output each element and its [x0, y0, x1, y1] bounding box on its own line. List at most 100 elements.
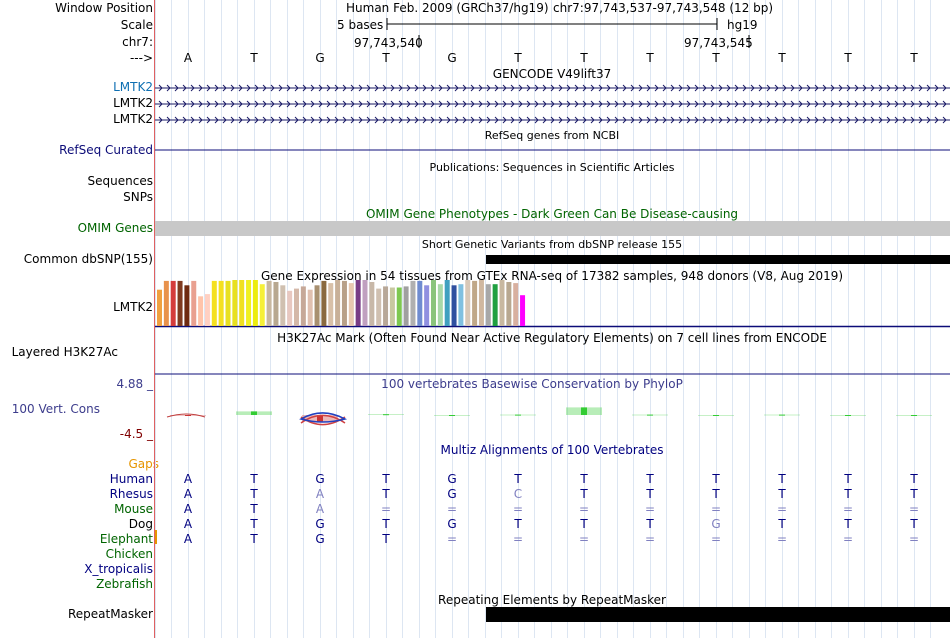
strand-arrow: [518, 100, 523, 108]
strand-arrow: [550, 116, 555, 124]
aligned-base: A: [183, 472, 193, 486]
grid-line: [204, 0, 205, 638]
species-label-rhesus[interactable]: Rhesus: [109, 487, 153, 501]
strand-arrow: [422, 100, 427, 108]
strand-arrow: [182, 84, 187, 92]
strand-arrow: [198, 84, 203, 92]
gtex-bar: [321, 280, 327, 326]
aligned-base: T: [514, 472, 522, 486]
strand-arrow: [438, 116, 443, 124]
repeatmasker-bar[interactable]: [486, 607, 950, 622]
gtex-bar: [328, 283, 334, 326]
phylop-chart[interactable]: [155, 395, 950, 435]
strand-arrow: [654, 116, 659, 124]
species-label-chicken[interactable]: Chicken: [105, 547, 153, 561]
strand-arrow-label: --->: [129, 51, 153, 65]
phylop-score-peak: [185, 415, 191, 416]
strand-arrow: [838, 84, 843, 92]
strand-arrow: [190, 116, 195, 124]
gtex-chart[interactable]: [155, 280, 950, 328]
h3k27ac-label[interactable]: Layered H3K27Ac: [11, 345, 118, 359]
strand-arrow: [478, 116, 483, 124]
gtex-bar: [431, 280, 436, 326]
strand-arrow: [214, 116, 219, 124]
grid-line: [782, 0, 783, 638]
omim-bar[interactable]: [155, 221, 950, 236]
omim-label[interactable]: OMIM Genes: [77, 221, 153, 235]
strand-arrow: [886, 116, 891, 124]
aligned-base: =: [908, 502, 920, 516]
strand-arrow: [254, 100, 259, 108]
strand-arrow: [470, 116, 475, 124]
strand-arrow: [758, 84, 763, 92]
species-label-elephant[interactable]: Elephant: [99, 532, 153, 546]
strand-arrow: [670, 100, 675, 108]
h3k27ac-title: H3K27Ac Mark (Often Found Near Active Re…: [277, 331, 827, 345]
multiz-title: Multiz Alignments of 100 Vertebrates: [440, 443, 664, 457]
strand-arrow: [878, 100, 883, 108]
refseq-track[interactable]: [155, 140, 950, 160]
strand-arrow: [326, 116, 331, 124]
strand-arrow: [830, 116, 835, 124]
strand-arrow: [646, 100, 651, 108]
strand-arrow: [646, 116, 651, 124]
strand-arrow: [622, 84, 627, 92]
aligned-base: T: [910, 517, 918, 531]
h3k27ac-track[interactable]: [155, 370, 950, 376]
strand-arrow: [518, 116, 523, 124]
gencode-label-3[interactable]: LMTK2: [113, 112, 153, 126]
refseq-label[interactable]: RefSeq Curated: [59, 143, 153, 157]
aligned-base: =: [908, 532, 920, 546]
aligned-base: T: [712, 487, 720, 501]
sequences-label[interactable]: Sequences: [87, 174, 153, 188]
strand-arrow: [686, 116, 691, 124]
strand-arrow: [862, 84, 867, 92]
strand-arrow: [230, 100, 235, 108]
gtex-bar: [437, 284, 443, 326]
strand-arrow: [526, 116, 531, 124]
gtex-bar: [314, 285, 320, 326]
species-label-mouse[interactable]: Mouse: [114, 502, 153, 516]
cons-label[interactable]: 100 Vert. Cons: [11, 402, 100, 416]
strand-arrow: [654, 84, 659, 92]
gencode-tracks[interactable]: [155, 80, 950, 128]
phylop-score-peak: [713, 415, 719, 416]
aligned-base: =: [578, 502, 590, 516]
aligned-base: =: [710, 502, 722, 516]
phylop-left-curve: [166, 413, 206, 418]
dbsnp-label[interactable]: Common dbSNP(155): [23, 252, 153, 266]
species-label-dog[interactable]: Dog: [128, 517, 153, 531]
gencode-title: GENCODE V49lift37: [492, 67, 612, 81]
snps-label[interactable]: SNPs: [123, 190, 153, 204]
strand-arrow: [166, 84, 171, 92]
gtex-bar: [451, 285, 457, 326]
strand-arrow: [718, 100, 723, 108]
aligned-base: T: [580, 517, 588, 531]
gtex-bar: [513, 283, 519, 326]
grid-line: [765, 0, 766, 638]
gtex-bar: [389, 287, 395, 326]
strand-arrow: [462, 116, 467, 124]
species-label-zebrafish[interactable]: Zebrafish: [96, 577, 153, 591]
strand-arrow: [270, 116, 275, 124]
strand-arrow: [174, 100, 179, 108]
strand-arrow: [790, 100, 795, 108]
species-label-x_tropicalis[interactable]: X_tropicalis: [84, 562, 153, 576]
gencode-label-2[interactable]: LMTK2: [113, 96, 153, 110]
aligned-base: G: [447, 487, 457, 501]
grid-line: [699, 0, 700, 638]
grid-line: [914, 0, 915, 638]
gtex-label[interactable]: LMTK2: [113, 300, 153, 314]
strand-arrow: [174, 84, 179, 92]
phylop-min-label: -4.5 _: [119, 427, 153, 441]
gencode-label-1[interactable]: LMTK2: [113, 80, 153, 94]
track-area[interactable]: Human Feb. 2009 (GRCh37/hg19) chr7:97,74…: [155, 0, 950, 638]
aligned-base: =: [578, 532, 590, 546]
strand-arrow: [190, 100, 195, 108]
dbsnp-bar[interactable]: [486, 255, 950, 264]
species-label-human[interactable]: Human: [109, 472, 153, 486]
repeatmasker-label[interactable]: RepeatMasker: [67, 607, 153, 621]
gtex-title: Gene Expression in 54 tissues from GTEx …: [260, 269, 844, 283]
strand-arrow: [494, 116, 499, 124]
strand-arrow: [302, 84, 307, 92]
